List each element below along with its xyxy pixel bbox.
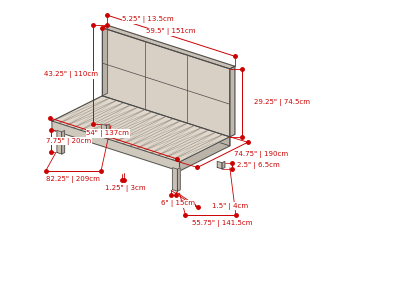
- Text: 1.25" | 3cm: 1.25" | 3cm: [105, 185, 145, 192]
- Polygon shape: [217, 161, 222, 169]
- Polygon shape: [177, 168, 180, 191]
- Polygon shape: [102, 96, 230, 146]
- Polygon shape: [52, 121, 180, 171]
- Polygon shape: [230, 66, 235, 137]
- Polygon shape: [102, 25, 235, 69]
- Polygon shape: [222, 161, 225, 169]
- Text: 59.5" | 151cm: 59.5" | 151cm: [146, 28, 196, 35]
- Polygon shape: [102, 124, 106, 132]
- Text: 82.25" | 209cm: 82.25" | 209cm: [46, 176, 100, 183]
- Polygon shape: [173, 168, 177, 191]
- Text: 6" | 15cm: 6" | 15cm: [160, 200, 194, 207]
- Polygon shape: [62, 130, 64, 154]
- Text: 55.75" | 141.5cm: 55.75" | 141.5cm: [192, 220, 253, 227]
- Polygon shape: [180, 137, 230, 171]
- Polygon shape: [57, 130, 62, 154]
- Text: 7.75" | 20cm: 7.75" | 20cm: [46, 138, 92, 145]
- Text: 5.25" | 13.5cm: 5.25" | 13.5cm: [122, 16, 174, 23]
- Text: 43.25" | 110cm: 43.25" | 110cm: [44, 71, 98, 78]
- Text: 29.25" | 74.5cm: 29.25" | 74.5cm: [254, 99, 310, 106]
- Polygon shape: [106, 124, 109, 132]
- Text: 1.5" | 4cm: 1.5" | 4cm: [212, 202, 248, 210]
- Text: 2.5" | 6.5cm: 2.5" | 6.5cm: [237, 162, 279, 169]
- Polygon shape: [102, 25, 108, 96]
- Polygon shape: [52, 96, 230, 162]
- Polygon shape: [102, 28, 230, 137]
- Text: 74.75" | 190cm: 74.75" | 190cm: [234, 151, 288, 158]
- Text: 54" | 137cm: 54" | 137cm: [86, 130, 129, 137]
